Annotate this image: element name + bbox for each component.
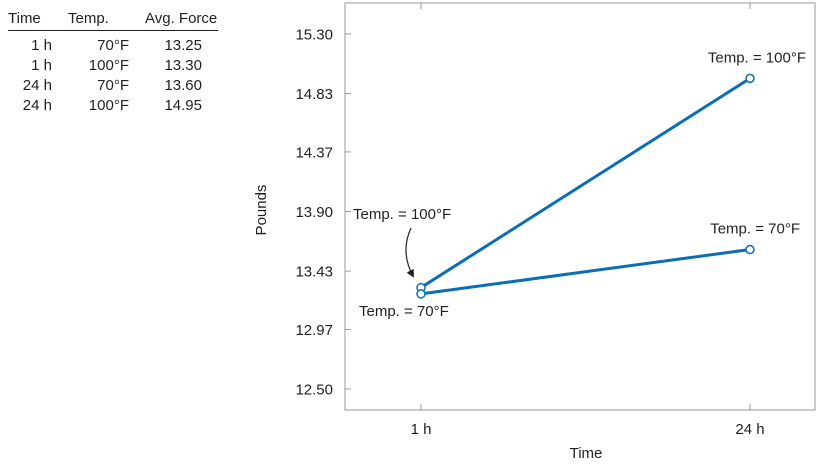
- table-cell: 13.30: [164, 57, 202, 74]
- table-cell: 1 h: [31, 57, 52, 74]
- table-cell: 1 h: [31, 37, 52, 54]
- y-tick-label: 12.97: [295, 322, 333, 339]
- x-tick-label: 24 h: [735, 421, 764, 438]
- table-header: Temp.: [68, 10, 109, 27]
- x-tick-label: 1 h: [411, 421, 432, 438]
- series-label-100-start: Temp. = 100°F: [353, 206, 451, 223]
- x-axis-title: Time: [570, 445, 603, 462]
- table-cell: 13.60: [164, 77, 202, 94]
- table-cell: 100°F: [88, 97, 129, 114]
- annotation-arrow: [405, 227, 414, 278]
- y-tick-label: 14.37: [295, 144, 333, 161]
- series-label-100-end: Temp. = 100°F: [708, 49, 806, 66]
- data-point: [416, 289, 426, 299]
- y-tick-label: 15.30: [295, 27, 333, 44]
- series-label-70-end: Temp. = 70°F: [710, 221, 800, 238]
- y-tick-label: 12.50: [295, 382, 333, 399]
- table-header: Avg. Force: [145, 10, 218, 27]
- y-axis-title: Pounds: [253, 185, 270, 236]
- y-tick-label: 14.83: [295, 86, 333, 103]
- table-cell: 100°F: [88, 57, 129, 74]
- table-rule: [8, 30, 218, 31]
- table-cell: 70°F: [97, 37, 129, 54]
- series-line: [419, 248, 752, 296]
- table-cell: 14.95: [164, 97, 202, 114]
- table-cell: 70°F: [97, 77, 129, 94]
- table-cell: 24 h: [22, 97, 52, 114]
- series-label-70-start: Temp. = 70°F: [359, 303, 449, 320]
- plot-frame: [344, 2, 816, 411]
- y-tick-label: 13.43: [295, 264, 333, 281]
- table-cell: 24 h: [22, 77, 52, 94]
- data-point: [745, 244, 755, 255]
- data-point: [745, 73, 755, 84]
- table-cell: 13.25: [164, 37, 202, 54]
- series-line: [419, 76, 752, 290]
- y-tick-label: 13.90: [295, 204, 333, 221]
- table-header: Time: [8, 10, 41, 27]
